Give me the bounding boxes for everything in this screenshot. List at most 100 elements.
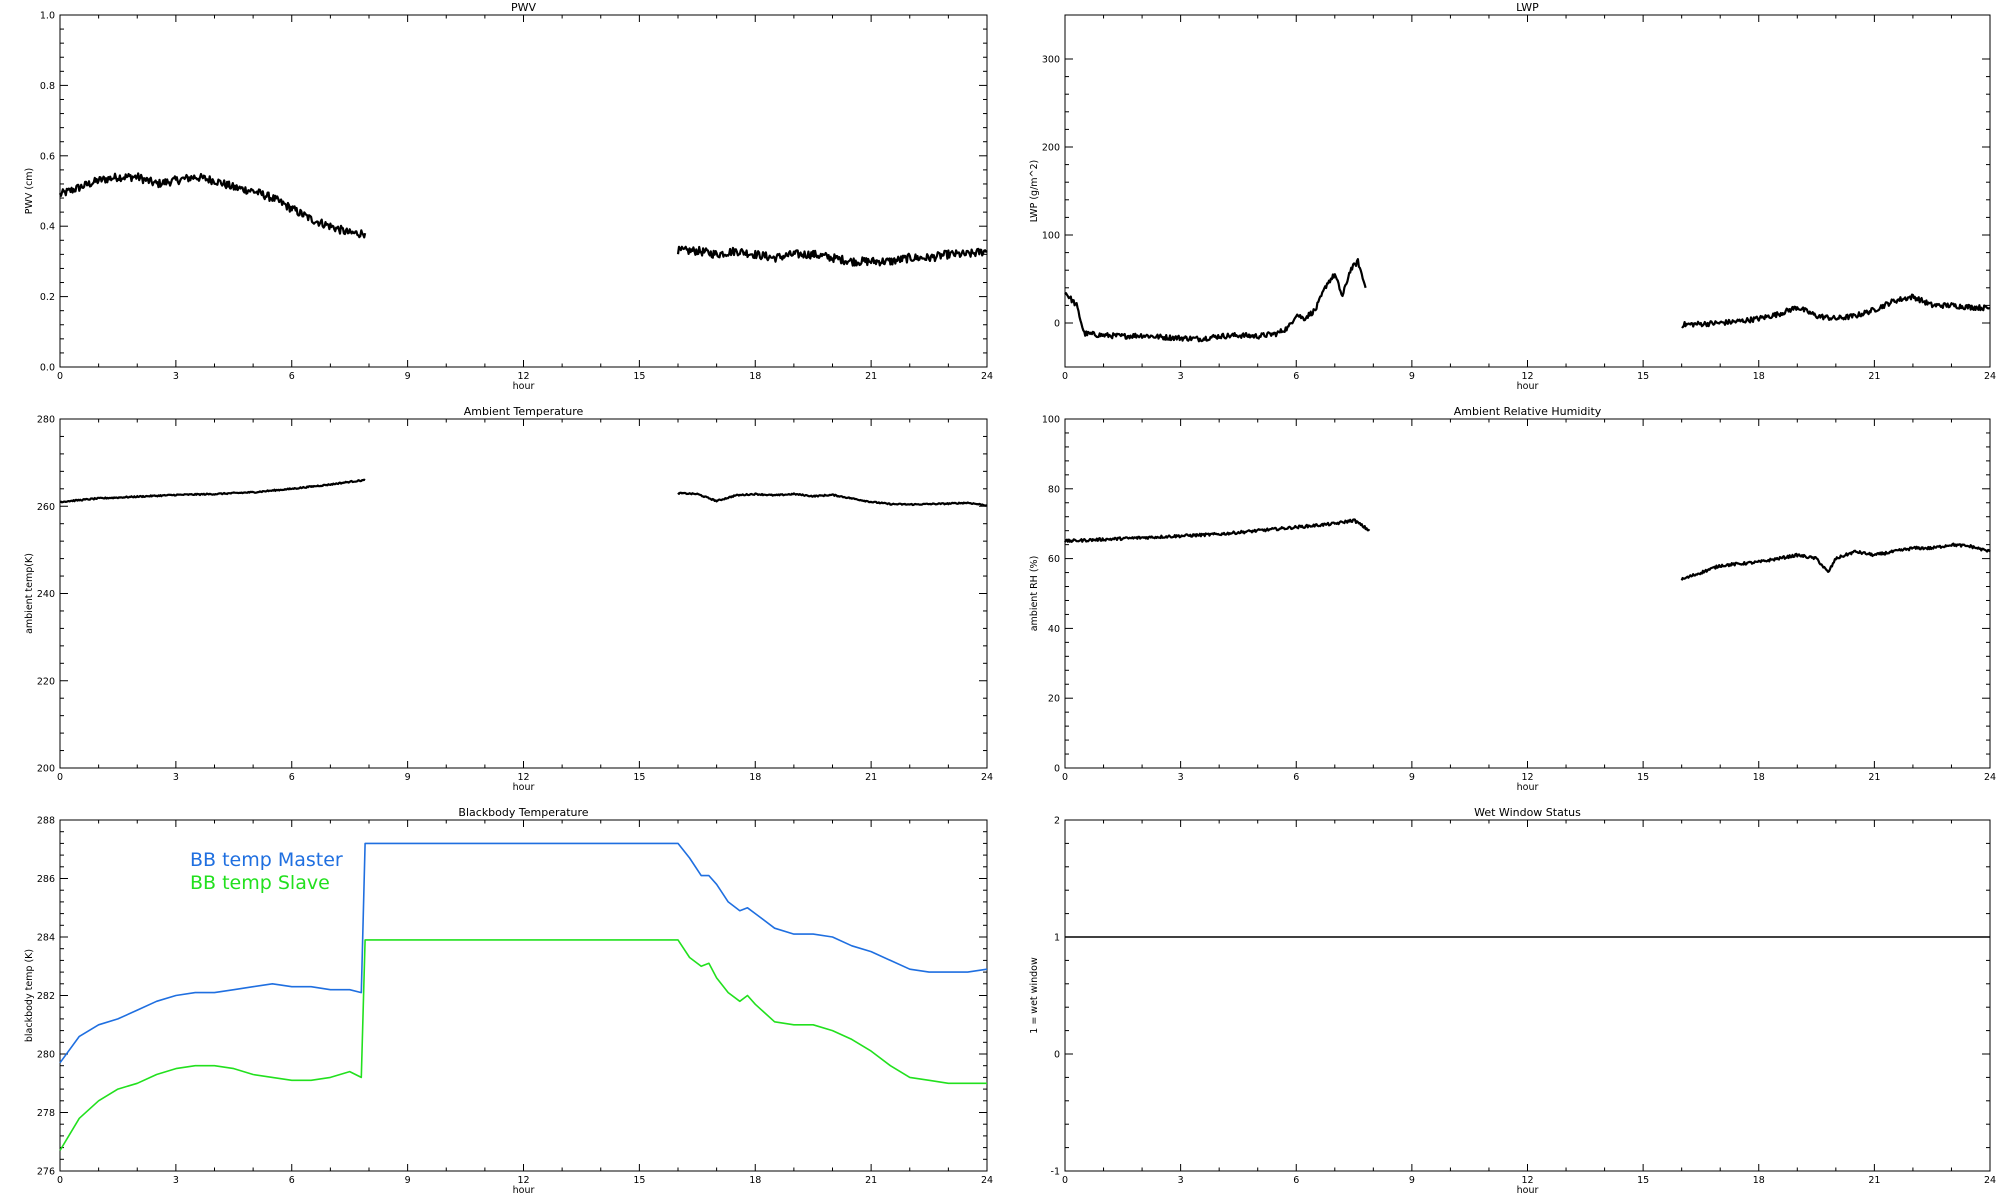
x-tick-label: 21: [865, 371, 877, 382]
y-tick-label: 60: [1048, 554, 1060, 565]
chart-title: Wet Window Status: [1474, 806, 1581, 819]
series-line-segment-0: [1064, 518, 1371, 543]
chart-lwp: LWP 0 3 6 9 12 15 18 21 24 0 100 200 300 hour LWP (g/m^…: [1029, 1, 1996, 392]
y-tick-label: -1: [1051, 1167, 1060, 1178]
legend-entry: BB temp Master: [190, 849, 343, 871]
x-tick-label: 0: [57, 1175, 63, 1186]
x-tick-label: 24: [981, 371, 993, 382]
y-tick-label: 200: [1042, 143, 1060, 154]
legend-entry: BB temp Slave: [190, 872, 330, 894]
y-tick-label: 100: [1042, 415, 1060, 426]
x-tick-label: 12: [517, 772, 529, 783]
x-tick-label: 24: [1984, 371, 1996, 382]
y-tick-label: 288: [37, 816, 55, 827]
x-tick-label: 15: [633, 772, 645, 783]
x-tick-label: 24: [1984, 772, 1996, 783]
chart-ambient-relative-humidity: Ambient Relative Humidity 0 3 6 9 12 15 18 21 24 0…: [1029, 405, 1996, 793]
y-tick-label: 40: [1048, 624, 1060, 635]
x-tick-label: 9: [1409, 1175, 1415, 1186]
chart-title: Blackbody Temperature: [458, 806, 588, 819]
x-tick-label: 15: [633, 1175, 645, 1186]
x-tick-label: 18: [749, 1175, 761, 1186]
y-tick-label: 240: [37, 589, 55, 600]
series-line-segment-1: [677, 491, 988, 507]
x-tick-label: 12: [517, 371, 529, 382]
chart-title: Ambient Temperature: [464, 405, 584, 418]
series-line-bb-temp-master-segment-0: [59, 842, 988, 1064]
series-line-segment-0: [59, 478, 366, 504]
x-tick-label: 21: [1868, 371, 1880, 382]
x-tick-label: 3: [1178, 772, 1184, 783]
x-tick-label: 6: [1293, 772, 1299, 783]
x-tick-label: 9: [1409, 772, 1415, 783]
chart-title: PWV: [511, 1, 537, 14]
plot-frame: [1064, 819, 1991, 1172]
chart-ambient-temperature: Ambient Temperature 0 3 6 9 12 15 18 21 24 200 220 2…: [24, 405, 993, 793]
x-tick-label: 12: [1521, 1175, 1533, 1186]
x-tick-label: 18: [749, 772, 761, 783]
x-tick-label: 15: [1637, 1175, 1649, 1186]
series-line-segment-1: [1681, 293, 1991, 329]
x-axis-label: hour: [1517, 381, 1539, 392]
series-line-bb-temp-slave-segment-0: [59, 939, 987, 1151]
x-tick-label: 6: [289, 772, 295, 783]
chart-pwv: PWV 0 3 6 9 12 15 18 21 24 0.0 0.2 0.4 0.6 0.8 1.0 hour P…: [24, 1, 993, 392]
x-tick-label: 0: [1062, 1175, 1068, 1186]
x-tick-label: 21: [865, 772, 877, 783]
x-tick-label: 0: [57, 371, 63, 382]
x-tick-label: 12: [1521, 371, 1533, 382]
y-tick-label: 0.8: [40, 81, 55, 92]
x-axis-label: hour: [1517, 782, 1539, 793]
x-tick-label: 6: [1293, 371, 1299, 382]
x-tick-label: 24: [1984, 1175, 1996, 1186]
y-tick-label: 1.0: [40, 11, 55, 22]
plot-frame: [59, 14, 988, 368]
x-tick-label: 18: [1753, 1175, 1765, 1186]
x-axis-label: hour: [513, 1185, 535, 1196]
series-line-segment-1: [1680, 542, 1991, 581]
x-axis-label: hour: [1517, 1185, 1539, 1196]
y-axis-label: ambient temp(K): [24, 553, 35, 634]
y-tick-label: 278: [37, 1108, 55, 1119]
y-tick-label: 0.4: [40, 222, 55, 233]
y-tick-label: 282: [37, 991, 55, 1002]
x-tick-label: 3: [173, 1175, 179, 1186]
y-tick-label: 20: [1048, 694, 1060, 705]
y-axis-label: ambient RH (%): [1029, 556, 1040, 632]
y-tick-label: 280: [37, 1050, 55, 1061]
x-tick-label: 6: [1293, 1175, 1299, 1186]
y-axis-label: 1 = wet window: [1029, 957, 1040, 1034]
series-line-segment-0: [1064, 258, 1367, 343]
chart-blackbody-temperature: Blackbody Temperature 0 3 6 9 12 15 18 21 24 276 27…: [24, 806, 993, 1196]
x-tick-label: 6: [289, 371, 295, 382]
y-tick-label: 0.2: [40, 292, 55, 303]
y-tick-label: 100: [1042, 231, 1060, 242]
x-tick-label: 24: [981, 1175, 993, 1186]
y-axis-label: blackbody temp (K): [24, 949, 35, 1042]
series-line-segment-1: [676, 245, 988, 267]
plot-frame: [59, 418, 988, 769]
x-tick-label: 21: [1868, 1175, 1880, 1186]
series-line-segment-0: [58, 172, 367, 239]
x-tick-label: 21: [865, 1175, 877, 1186]
x-tick-label: 21: [1868, 772, 1880, 783]
x-axis-label: hour: [513, 381, 535, 392]
x-tick-label: 15: [1637, 371, 1649, 382]
y-tick-label: 200: [37, 764, 55, 775]
x-tick-label: 3: [1178, 1175, 1184, 1186]
x-tick-label: 18: [1753, 772, 1765, 783]
y-axis-label: LWP (g/m^2): [1029, 160, 1040, 222]
chart-title: LWP: [1516, 1, 1539, 14]
chart-title: Ambient Relative Humidity: [1454, 405, 1602, 418]
plot-frame: [1064, 418, 1991, 769]
y-tick-label: 220: [37, 676, 55, 687]
x-tick-label: 15: [1637, 772, 1649, 783]
x-tick-label: 9: [405, 371, 411, 382]
y-tick-label: 0.0: [40, 363, 55, 374]
x-tick-label: 18: [749, 371, 761, 382]
x-tick-label: 3: [1178, 371, 1184, 382]
y-tick-label: 300: [1042, 55, 1060, 66]
y-tick-label: 260: [37, 502, 55, 513]
x-tick-label: 3: [173, 772, 179, 783]
